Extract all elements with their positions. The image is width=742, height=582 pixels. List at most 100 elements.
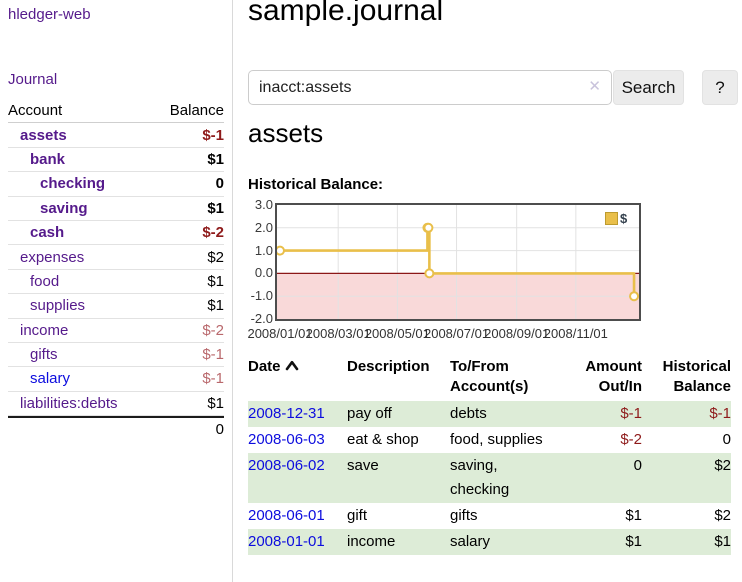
x-axis-tick-label: 2008/09/01 <box>484 326 550 341</box>
account-link[interactable]: gifts <box>30 346 58 364</box>
account-link[interactable]: liabilities:debts <box>20 394 118 412</box>
transaction-balance-cell: $2 <box>714 507 731 524</box>
sort-ascending-icon <box>285 357 299 377</box>
account-row: saving $1 <box>8 197 224 221</box>
account-row: cash $-2 <box>8 221 224 246</box>
search-button[interactable]: Search <box>613 70 684 105</box>
account-balance: $1 <box>207 394 224 412</box>
account-link[interactable]: cash <box>30 224 65 242</box>
x-axis-tick-label: 2008/07/01 <box>423 326 490 341</box>
amount-column-header: Amount Out/In <box>585 358 642 395</box>
transaction-row: 2008-06-02 save saving, checking 0 $2 <box>248 453 731 503</box>
transaction-amount-cell: $-1 <box>620 405 642 422</box>
account-balance: 0 <box>215 175 224 193</box>
transaction-date-link[interactable]: 2008-06-03 <box>248 431 325 448</box>
account-row: checking 0 <box>8 172 224 197</box>
account-row: liabilities:debts $1 <box>8 392 224 417</box>
account-balance: $-2 <box>202 224 224 242</box>
accounts-column-header: To/From Account(s) <box>450 358 529 395</box>
transaction-balance-cell: $-1 <box>709 405 731 422</box>
account-row: supplies $1 <box>8 294 224 319</box>
transaction-date-link[interactable]: 2008-06-01 <box>248 507 325 524</box>
chart-title: Historical Balance: <box>248 176 384 193</box>
account-row: bank $1 <box>8 148 224 173</box>
transaction-date-cell: 2008-12-31 <box>248 401 347 427</box>
transaction-date-cell: 2008-06-02 <box>248 453 347 503</box>
transaction-accounts-cell: saving, checking <box>450 457 510 498</box>
transaction-balance-cell: $2 <box>714 457 731 474</box>
account-balance: $1 <box>207 297 224 315</box>
account-balance: $-2 <box>202 321 224 339</box>
transaction-description-cell: eat & shop <box>347 431 419 448</box>
legend-label: $ <box>620 211 628 226</box>
search-input[interactable] <box>248 70 612 105</box>
transaction-accounts-cell: food, supplies <box>450 431 543 448</box>
date-column-header[interactable]: Date <box>248 355 347 401</box>
transaction-accounts-cell: debts <box>450 405 487 422</box>
chart-legend: $ <box>605 211 627 226</box>
y-axis-tick-label: 2.0 <box>254 219 273 235</box>
transaction-amount-cell: $1 <box>625 507 642 524</box>
transaction-date-cell: 2008-01-01 <box>248 529 347 555</box>
account-column-header: Account <box>8 102 63 120</box>
balance-column-header: Balance <box>169 102 224 120</box>
transaction-date-cell: 2008-06-03 <box>248 427 347 453</box>
account-row: assets $-1 <box>8 123 224 148</box>
account-link[interactable]: saving <box>40 199 88 217</box>
account-link[interactable]: assets <box>20 126 67 144</box>
x-axis-tick-label: 2008/03/01 <box>305 326 371 341</box>
transaction-description-cell: income <box>347 533 396 550</box>
x-axis-tick-label: 2008/05/01 <box>364 326 430 341</box>
balance-column-header-main: Historical Balance <box>662 358 731 395</box>
transaction-accounts-cell: salary <box>450 533 491 550</box>
account-balance: $-1 <box>202 346 224 364</box>
account-table-header: Account Balance <box>8 99 224 124</box>
register-table: Date Description To/From Account(s) Amoun… <box>248 355 731 555</box>
account-row: gifts $-1 <box>8 343 224 368</box>
account-row: food $1 <box>8 270 224 295</box>
chart-plot-area <box>275 203 641 321</box>
transaction-row: 2008-01-01 income salary $1 $1 <box>248 529 731 555</box>
transaction-row: 2008-06-01 gift gifts $1 $2 <box>248 503 731 529</box>
transaction-row: 2008-06-03 eat & shop food, supplies $-2 0 <box>248 427 731 453</box>
x-axis-tick-label: 2008/11/01 <box>543 326 608 341</box>
transaction-date-link[interactable]: 2008-01-01 <box>248 533 325 550</box>
y-axis-tick-label: -2.0 <box>250 311 273 326</box>
help-button[interactable]: ? <box>702 70 738 105</box>
account-link[interactable]: supplies <box>30 297 86 315</box>
description-column-header: Description <box>347 358 430 375</box>
legend-swatch-icon <box>605 212 618 225</box>
account-link[interactable]: bank <box>30 150 66 168</box>
transaction-date-cell: 2008-06-01 <box>248 503 347 529</box>
transaction-amount-cell: $1 <box>625 533 642 550</box>
y-axis-tick-label: 0.0 <box>254 265 273 281</box>
account-row: income $-2 <box>8 319 224 343</box>
y-axis-tick-label: -1.0 <box>250 288 273 304</box>
x-axis-tick-label: 2008/01/01 <box>247 326 313 341</box>
clear-search-icon[interactable]: ✕ <box>588 78 601 95</box>
account-balance: $1 <box>207 272 224 290</box>
sidebar-item-journal[interactable]: Journal <box>8 71 58 88</box>
transaction-date-link[interactable]: 2008-06-02 <box>248 457 325 474</box>
total-balance: 0 <box>215 421 224 439</box>
transaction-date-link[interactable]: 2008-12-31 <box>248 405 325 422</box>
page-title: sample.journal <box>248 0 444 27</box>
account-balance: $-1 <box>202 126 224 144</box>
account-link[interactable]: expenses <box>20 248 85 266</box>
transaction-description-cell: save <box>347 457 379 474</box>
account-row: salary $-1 <box>8 367 224 392</box>
transaction-amount-cell: $-2 <box>620 431 642 448</box>
accounts-total-row: 0 <box>8 416 224 441</box>
app-brand-link[interactable]: hledger-web <box>8 6 91 23</box>
transaction-description-cell: pay off <box>347 405 392 422</box>
account-balance: $1 <box>207 150 224 168</box>
transaction-balance-cell: 0 <box>722 431 731 448</box>
transaction-row: 2008-12-31 pay off debts $-1 $-1 <box>248 401 731 427</box>
account-link[interactable]: food <box>30 272 60 290</box>
account-link[interactable]: salary <box>30 370 71 388</box>
y-axis-tick-label: 1.0 <box>254 242 273 258</box>
account-link[interactable]: income <box>20 321 69 339</box>
account-heading: assets <box>248 118 324 148</box>
transaction-amount-cell: 0 <box>633 457 642 474</box>
account-link[interactable]: checking <box>40 175 106 193</box>
